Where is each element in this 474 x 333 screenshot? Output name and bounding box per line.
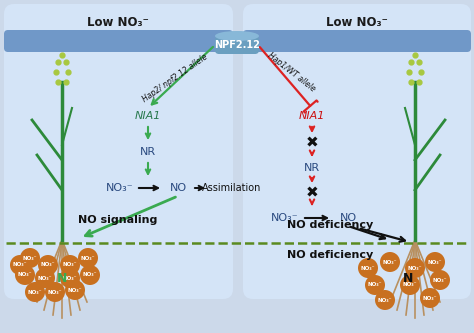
Text: NO₃⁻: NO₃⁻ <box>63 275 77 280</box>
Text: NO₃⁻: NO₃⁻ <box>28 289 42 294</box>
Circle shape <box>405 258 425 278</box>
Text: NO₃⁻: NO₃⁻ <box>106 183 134 193</box>
Circle shape <box>420 288 440 308</box>
Text: NR: NR <box>140 147 156 157</box>
Text: Low NO₃⁻: Low NO₃⁻ <box>87 16 149 29</box>
Text: N: N <box>57 271 67 284</box>
Text: NO₃⁻: NO₃⁻ <box>18 272 32 277</box>
Circle shape <box>365 275 385 295</box>
Circle shape <box>20 248 40 268</box>
Text: NO₃⁻: NO₃⁻ <box>63 262 77 267</box>
Circle shape <box>35 268 55 288</box>
Text: NO₃⁻: NO₃⁻ <box>408 265 422 270</box>
Text: NO deficiency: NO deficiency <box>287 250 373 260</box>
Circle shape <box>425 252 445 272</box>
Text: NO₃⁻: NO₃⁻ <box>23 255 37 260</box>
FancyBboxPatch shape <box>2 2 472 331</box>
Circle shape <box>60 255 80 275</box>
Text: NO₃⁻: NO₃⁻ <box>68 287 82 292</box>
FancyBboxPatch shape <box>4 30 233 52</box>
Text: ✖: ✖ <box>306 185 319 200</box>
FancyBboxPatch shape <box>215 36 259 54</box>
FancyBboxPatch shape <box>243 4 471 299</box>
Text: NO₃⁻: NO₃⁻ <box>271 213 299 223</box>
Text: NO₃⁻: NO₃⁻ <box>361 265 375 270</box>
Text: NO₃⁻: NO₃⁻ <box>41 262 55 267</box>
Circle shape <box>400 275 420 295</box>
Circle shape <box>430 270 450 290</box>
Text: NO₃⁻: NO₃⁻ <box>383 259 397 264</box>
Text: NO₃⁻: NO₃⁻ <box>81 255 95 260</box>
Text: NO: NO <box>339 213 356 223</box>
Ellipse shape <box>215 31 259 41</box>
Text: NO₃⁻: NO₃⁻ <box>433 277 447 282</box>
Circle shape <box>38 255 58 275</box>
Text: NIA1: NIA1 <box>135 111 161 121</box>
Circle shape <box>375 290 395 310</box>
Text: N: N <box>403 271 413 284</box>
Text: NO₃⁻: NO₃⁻ <box>378 297 392 302</box>
Text: Assimilation: Assimilation <box>202 183 262 193</box>
Text: NO₃⁻: NO₃⁻ <box>38 275 52 280</box>
Circle shape <box>25 282 45 302</box>
Text: NO₃⁻: NO₃⁻ <box>13 262 27 267</box>
Text: NO₃⁻: NO₃⁻ <box>368 282 382 287</box>
Text: NO₃⁻: NO₃⁻ <box>428 259 442 264</box>
Text: NO₃⁻: NO₃⁻ <box>423 295 437 300</box>
Circle shape <box>358 258 378 278</box>
Text: Low NO₃⁻: Low NO₃⁻ <box>326 16 388 29</box>
Text: NIA1: NIA1 <box>299 111 325 121</box>
Text: NO: NO <box>169 183 187 193</box>
Circle shape <box>60 268 80 288</box>
FancyBboxPatch shape <box>243 30 471 52</box>
Text: NO₃⁻: NO₃⁻ <box>83 272 97 277</box>
Text: NPF2.12: NPF2.12 <box>214 40 260 50</box>
Circle shape <box>78 248 98 268</box>
Circle shape <box>65 280 85 300</box>
Circle shape <box>380 252 400 272</box>
Text: NO₃⁻: NO₃⁻ <box>48 289 62 294</box>
Circle shape <box>45 282 65 302</box>
Text: NO signaling: NO signaling <box>78 215 158 225</box>
Circle shape <box>10 255 30 275</box>
Text: Hap1/WT allele: Hap1/WT allele <box>266 51 318 93</box>
Text: NO₃⁻: NO₃⁻ <box>403 282 417 287</box>
Text: NR: NR <box>304 163 320 173</box>
Text: ✖: ✖ <box>306 136 319 151</box>
Text: NO deficiency: NO deficiency <box>287 220 373 230</box>
Circle shape <box>80 265 100 285</box>
Circle shape <box>15 265 35 285</box>
FancyBboxPatch shape <box>4 4 233 299</box>
Text: Hap2/ npf2.12 allele: Hap2/ npf2.12 allele <box>141 52 210 104</box>
